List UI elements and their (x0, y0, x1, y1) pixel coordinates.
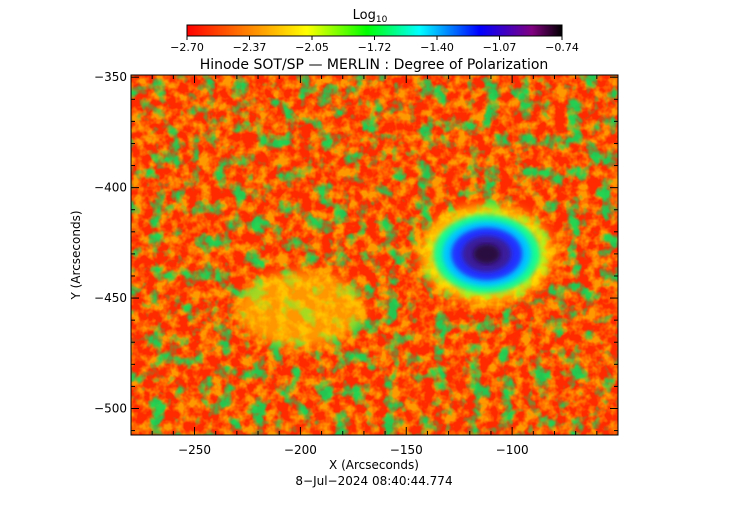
sunspot-layer (473, 243, 501, 264)
colorbar-tick-label: −0.74 (545, 41, 579, 54)
y-tick-label: −350 (94, 70, 127, 84)
chart-title: Hinode SOT/SP — MERLIN : Degree of Polar… (200, 57, 549, 73)
colorbar-tick-label: −1.72 (358, 41, 392, 54)
colorbar-title: Log10 (353, 8, 388, 25)
heatmap-image (131, 75, 618, 435)
heatmap-features (236, 204, 554, 348)
x-axis-label: X (Arcseconds) (329, 458, 419, 472)
colorbar-tick-label: −2.70 (170, 41, 204, 54)
x-tick-label: −200 (284, 443, 317, 457)
colorbar-ticks: −2.70 −2.37 −2.05 −1.72 −1.40 −1.07 −0.74 (170, 36, 579, 54)
y-tick-label: −400 (94, 181, 127, 195)
y-tick-label: −450 (94, 291, 127, 305)
x-tick-label: −150 (390, 443, 423, 457)
x-tick-label: −250 (178, 443, 211, 457)
colorbar-tick-label: −1.07 (483, 41, 517, 54)
timestamp: 8−Jul−2024 08:40:44.774 (295, 474, 452, 488)
x-axis: −250 −200 −150 −100 (151, 75, 598, 457)
plage-region (236, 270, 364, 348)
colorbar-tick-label: −1.40 (420, 41, 454, 54)
colorbar (186, 24, 563, 37)
colorbar-tick-label: −2.05 (295, 41, 329, 54)
y-tick-label: −500 (94, 401, 127, 415)
x-tick-label: −100 (496, 443, 529, 457)
y-axis: −350 −400 −450 −500 (94, 70, 618, 432)
colorbar-tick-label: −2.37 (233, 41, 267, 54)
plot-frame (130, 74, 619, 436)
y-axis-label: Y (Arcseconds) (69, 210, 83, 300)
